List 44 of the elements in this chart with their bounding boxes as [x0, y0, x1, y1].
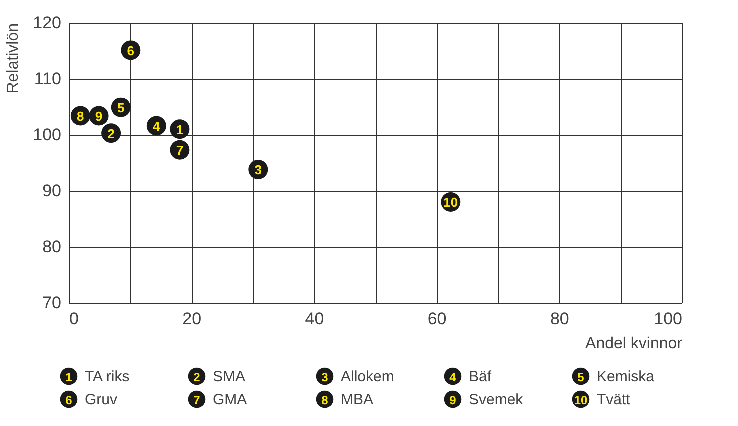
legend-label: Bäf — [469, 368, 492, 386]
x-tick-label: 100 — [654, 310, 682, 328]
legend-label: SMA — [213, 368, 246, 386]
y-tick-label: 120 — [33, 14, 62, 32]
text: 7 — [194, 394, 200, 408]
legend-label: Tvätt — [597, 392, 632, 408]
legend-label: Svemek — [469, 392, 524, 408]
y-axis-title: Relativlön — [5, 24, 22, 94]
legend-label: TA riks — [85, 368, 130, 386]
x-tick-label: 60 — [428, 310, 447, 328]
annotation: 9 — [95, 108, 103, 124]
text: 5 — [578, 370, 584, 384]
text: 10 — [574, 394, 588, 408]
text: 1 — [66, 370, 72, 384]
text: 9 — [450, 394, 456, 408]
text: 2 — [194, 370, 200, 384]
y-tick-label: 90 — [42, 182, 62, 200]
x-tick-label: 0 — [70, 310, 79, 328]
text: 8 — [322, 394, 328, 408]
x-tick-label: 40 — [305, 310, 324, 328]
annotation: 10 — [444, 195, 458, 210]
annotation: 7 — [176, 143, 184, 158]
x-tick-label: 20 — [182, 310, 202, 328]
x-tick-label: 80 — [550, 310, 570, 328]
annotation: 2 — [108, 126, 115, 142]
x-axis-title: Andel kvinnor — [586, 336, 684, 352]
legend-label: Allokem — [341, 368, 394, 386]
y-tick-label: 100 — [33, 126, 62, 144]
annotation: 1 — [176, 122, 184, 138]
legend-label: Kemiska — [597, 368, 656, 386]
legend-label: GMA — [213, 392, 248, 408]
text: 4 — [450, 370, 456, 384]
y-tick-label: 110 — [34, 70, 62, 88]
annotation: 6 — [127, 43, 135, 58]
annotation: 5 — [117, 100, 125, 116]
y-tick-label: 70 — [42, 294, 62, 312]
y-tick-label: 80 — [42, 238, 62, 256]
annotation: 8 — [77, 108, 84, 124]
text: 3 — [322, 370, 328, 384]
annotation: 4 — [153, 119, 162, 134]
annotation: 3 — [254, 162, 262, 178]
legend-label: Gruv — [85, 392, 118, 408]
text: 6 — [66, 394, 72, 408]
legend-label: MBA — [341, 392, 374, 408]
